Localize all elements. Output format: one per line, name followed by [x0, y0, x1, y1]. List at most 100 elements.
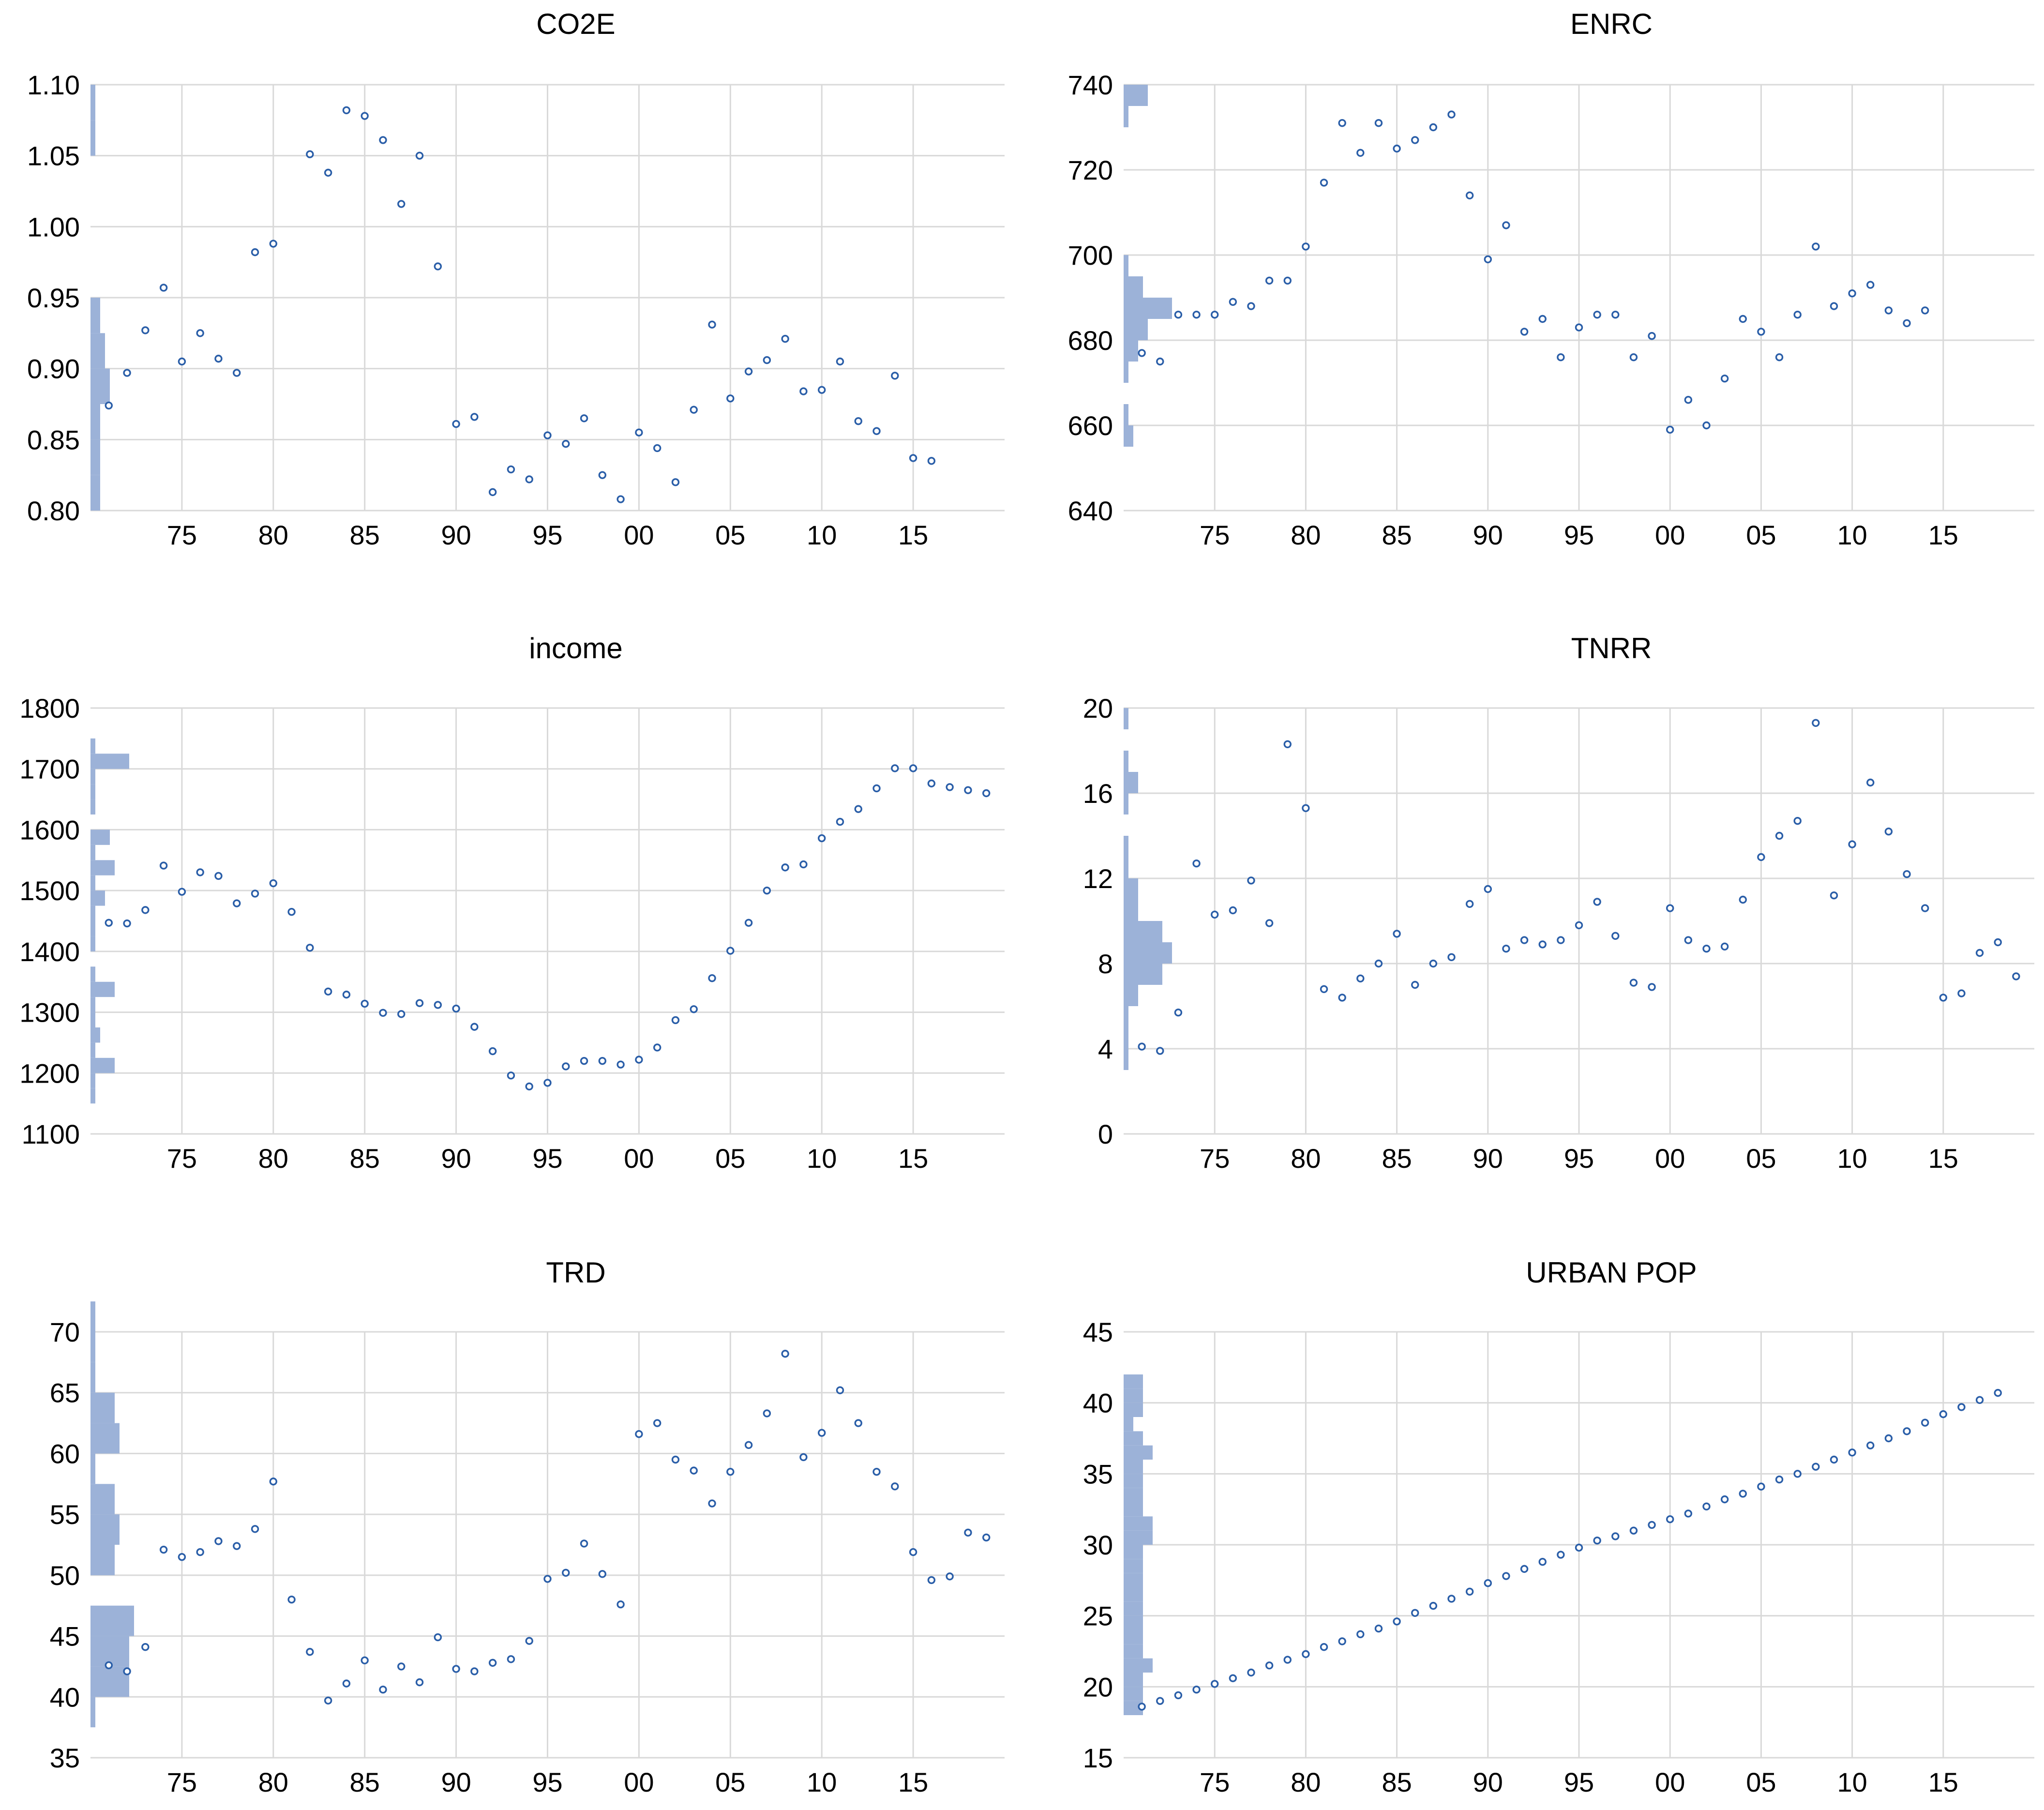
histogram-bar [1124, 878, 1138, 900]
histogram [1124, 85, 1172, 447]
data-point [123, 1667, 131, 1675]
data-point [1429, 123, 1438, 132]
x-tick-label: 90 [441, 1143, 471, 1174]
histogram-bar [90, 1073, 95, 1088]
data-point [653, 1419, 661, 1427]
x-axis: 75 80 85 90 95 00 05 10 15 [1200, 520, 1958, 550]
histogram-bar [1124, 1027, 1128, 1049]
data-point [269, 240, 277, 248]
data-point [251, 1525, 259, 1533]
data-point [452, 1665, 460, 1673]
y-tick-label: 680 [1068, 325, 1113, 356]
x-tick-label: 15 [898, 1143, 928, 1174]
x-tick-label: 15 [1928, 520, 1958, 550]
histogram-bar [1124, 276, 1143, 298]
histogram [90, 738, 129, 1104]
data-point [543, 1079, 552, 1087]
data-point [1174, 311, 1183, 319]
data-point [891, 372, 899, 380]
panel-title: ENRC [1570, 8, 1653, 40]
data-point [251, 248, 259, 256]
data-point [635, 1056, 643, 1064]
grid [1124, 84, 2034, 512]
histogram-bar [1124, 85, 1148, 106]
data-point [799, 387, 808, 395]
y-tick-label: 1.05 [27, 141, 80, 171]
histogram-bar [1124, 1545, 1143, 1559]
data-point [1520, 328, 1529, 336]
data-point [1793, 1470, 1802, 1478]
data-point [1210, 1680, 1219, 1688]
data-point [525, 475, 533, 483]
data-point [763, 356, 771, 364]
data-point [105, 919, 113, 927]
data-point [342, 990, 351, 999]
data-point [1684, 1509, 1693, 1518]
x-tick-label: 15 [1928, 1143, 1958, 1174]
x-tick-label: 95 [532, 520, 562, 550]
data-point [1593, 311, 1601, 319]
data-point [2012, 972, 2020, 980]
data-point [306, 150, 314, 158]
series-points [105, 764, 991, 1091]
data-point [744, 919, 753, 927]
histogram-bar [1124, 751, 1128, 772]
data-point [306, 944, 314, 952]
data-point [909, 1548, 917, 1556]
data-point [1393, 144, 1401, 153]
data-point [1229, 906, 1237, 915]
y-axis: 640 660 680 700 720 740 [1068, 70, 1113, 526]
data-point [306, 1648, 314, 1656]
data-point [1903, 1427, 1911, 1435]
x-tick-label: 05 [1746, 1143, 1776, 1174]
x-tick-label: 85 [1382, 1767, 1412, 1797]
data-point [1611, 311, 1620, 319]
y-tick-label: 1700 [19, 754, 80, 784]
data-point [562, 1569, 570, 1577]
data-point [744, 1441, 753, 1449]
data-point [269, 1478, 277, 1486]
data-point [452, 1004, 460, 1013]
data-point [1666, 425, 1674, 434]
y-tick-label: 720 [1068, 155, 1113, 185]
histogram-bar [1124, 1587, 1143, 1602]
histogram-bar [1124, 1488, 1143, 1502]
data-point [1283, 276, 1292, 285]
data-point [1393, 930, 1401, 938]
data-point [1138, 349, 1146, 357]
data-point [1720, 1495, 1729, 1504]
x-tick-label: 75 [167, 1767, 197, 1797]
data-point [342, 1679, 351, 1688]
data-point [1156, 357, 1164, 366]
data-point [562, 439, 570, 448]
data-point [927, 457, 936, 465]
data-point [1538, 1557, 1547, 1566]
data-point [1247, 876, 1255, 885]
data-point [1502, 1572, 1510, 1580]
data-point [379, 1009, 387, 1017]
data-point [196, 329, 204, 337]
x-tick-label: 95 [1564, 1143, 1594, 1174]
x-tick-label: 85 [1382, 520, 1412, 550]
data-point [690, 406, 698, 414]
histogram-bar [1124, 900, 1138, 921]
histogram-bar [90, 1453, 95, 1484]
series-points [105, 106, 936, 503]
data-point [1356, 974, 1365, 983]
data-point [1447, 110, 1456, 119]
data-point [1629, 353, 1638, 362]
x-tick-label: 10 [1837, 1143, 1867, 1174]
data-point [817, 834, 826, 843]
data-point [635, 428, 643, 437]
y-tick-label: 0.80 [27, 496, 80, 526]
histogram-bar [90, 860, 115, 875]
data-point [909, 454, 917, 462]
x-tick-label: 10 [1837, 520, 1867, 550]
data-point [1356, 1630, 1365, 1639]
data-point [1757, 328, 1765, 336]
data-point [616, 495, 625, 503]
y-tick-label: 1.10 [27, 70, 80, 100]
x-tick-label: 75 [1200, 1143, 1230, 1174]
data-point [1720, 942, 1729, 951]
x-tick-label: 15 [898, 520, 928, 550]
